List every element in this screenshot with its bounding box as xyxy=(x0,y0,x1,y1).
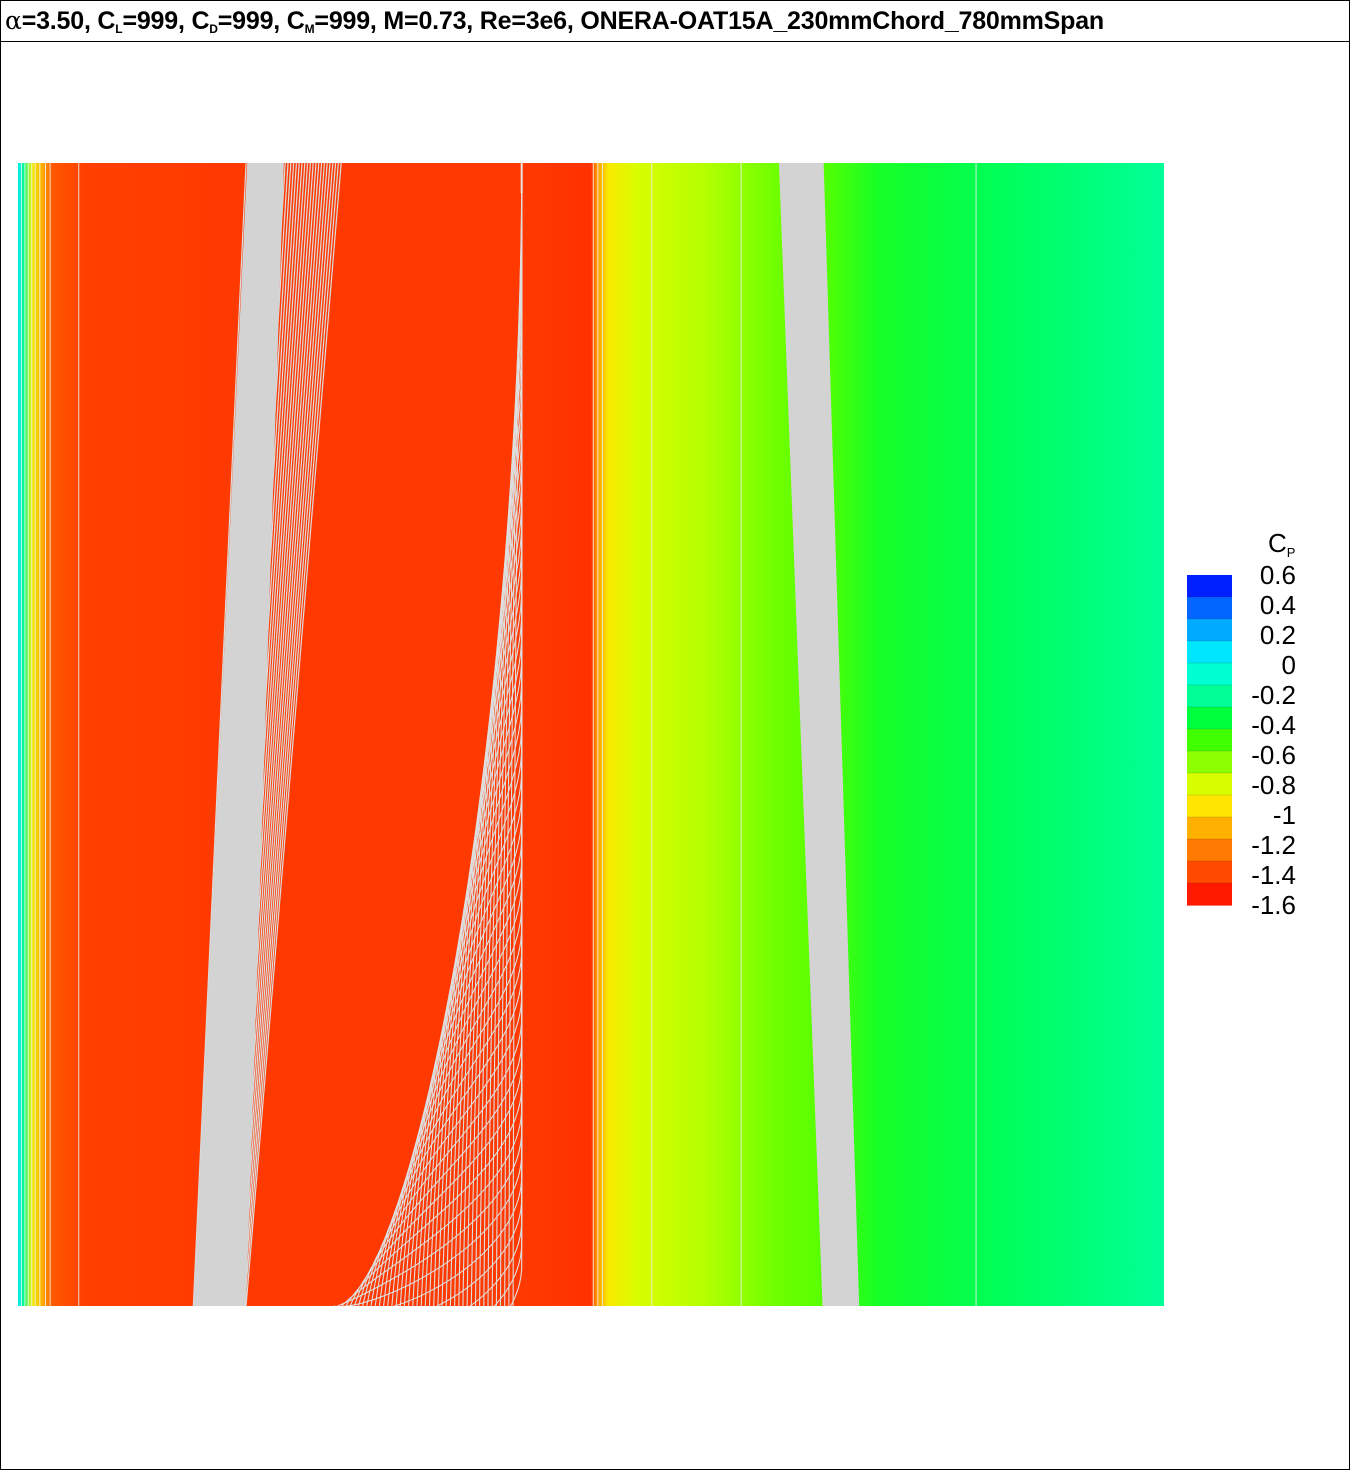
colorbar-tick-label: -0.2 xyxy=(1251,680,1296,710)
streak-curve xyxy=(362,163,523,1306)
streak-curve xyxy=(491,163,523,1306)
colorbar-variable-sub: P xyxy=(1286,545,1296,560)
streak-curve xyxy=(320,163,523,1306)
colorbar-segment xyxy=(1187,619,1232,642)
colorbar-segment xyxy=(1187,751,1232,774)
streak-curve xyxy=(391,163,523,1306)
streak-curve xyxy=(341,163,523,1306)
streak-line xyxy=(192,163,247,1306)
colorbar-segment xyxy=(1187,817,1232,840)
streak-curve xyxy=(512,163,523,1306)
streak-curve xyxy=(399,163,523,1306)
colorbar-segment xyxy=(1187,641,1232,664)
streak-curve xyxy=(495,163,523,1306)
colorbar-tick-label: 0.2 xyxy=(1259,620,1296,650)
colorbar-segment xyxy=(1187,729,1232,752)
colorbar-segment xyxy=(1187,663,1232,686)
streak-line xyxy=(239,163,331,1306)
cp-contour-field xyxy=(18,163,1164,1306)
colorbar-segment xyxy=(1187,883,1232,906)
title-alpha-value: =3.50, C xyxy=(21,7,116,35)
surface-streak-lines xyxy=(192,163,860,1306)
streak-curve xyxy=(437,163,523,1306)
streak-curve xyxy=(378,163,523,1306)
streak-curve xyxy=(499,163,523,1306)
colorbar-tick-label: 0 xyxy=(1281,650,1296,680)
streak-curve xyxy=(325,163,523,1306)
streak-line xyxy=(245,163,342,1306)
colorbar-segment xyxy=(1187,795,1232,818)
streak-line xyxy=(242,163,337,1306)
colorbar-variable: C xyxy=(1268,528,1287,558)
streak-curve xyxy=(316,163,523,1306)
streak-curve xyxy=(383,163,523,1306)
colorbar-tick-label: -1.6 xyxy=(1251,890,1296,920)
streak-curve xyxy=(412,163,523,1306)
title-cm-sub: M xyxy=(304,22,315,36)
streak-curve xyxy=(441,163,523,1306)
streak-curve xyxy=(374,163,523,1306)
colorbar-tick-label: 0.6 xyxy=(1259,560,1296,590)
title-cl-sub: L xyxy=(115,22,123,36)
colorbar-tick-label: -0.8 xyxy=(1251,770,1296,800)
colorbar-segment xyxy=(1187,597,1232,620)
alpha-symbol: α xyxy=(5,6,22,35)
plot-title: α=3.50, CL=999, CD=999, CM=999, M=0.73, … xyxy=(5,6,1104,36)
streak-curve xyxy=(487,163,523,1306)
streak-curve xyxy=(370,163,523,1306)
colorbar-title: CP xyxy=(1268,528,1295,560)
cp-colorbar xyxy=(1187,575,1232,906)
streak-curve xyxy=(337,163,523,1306)
colorbar-tick-label: 0.4 xyxy=(1259,590,1296,620)
colorbar-tick-label: -0.6 xyxy=(1251,740,1296,770)
colorbar-segment xyxy=(1187,685,1232,708)
streak-line xyxy=(237,163,328,1306)
streak-line xyxy=(243,163,339,1306)
title-rest: =999, M=0.73, Re=3e6, ONERA-OAT15A_230mm… xyxy=(314,7,1105,35)
colorbar-segment xyxy=(1187,839,1232,862)
streak-curve xyxy=(312,163,523,1306)
title-bar: α=3.50, CL=999, CD=999, CM=999, M=0.73, … xyxy=(1,1,1349,42)
streak-curve xyxy=(483,163,523,1306)
title-cd-value: =999, C xyxy=(217,7,305,35)
colorbar-tick-label: -1 xyxy=(1272,800,1296,830)
title-cl-value: =999, C xyxy=(122,7,210,35)
streak-band-core xyxy=(193,163,284,1306)
colorbar-segment xyxy=(1187,861,1232,884)
streak-band-separated xyxy=(778,163,860,1306)
title-cd-sub: D xyxy=(209,22,218,36)
colorbar-segment xyxy=(1187,707,1232,730)
colorbar-segment xyxy=(1187,773,1232,796)
colorbar-segment xyxy=(1187,575,1232,598)
contour-lines xyxy=(20,163,977,1306)
colorbar-tick-label: -1.2 xyxy=(1251,830,1296,860)
streak-curve xyxy=(395,163,523,1306)
streak-curve xyxy=(420,163,523,1306)
colorbar-tick-label: -1.4 xyxy=(1251,860,1296,890)
streak-line xyxy=(240,163,334,1306)
colorbar-tick-label: -0.4 xyxy=(1251,710,1296,740)
streak-curve xyxy=(416,163,523,1306)
